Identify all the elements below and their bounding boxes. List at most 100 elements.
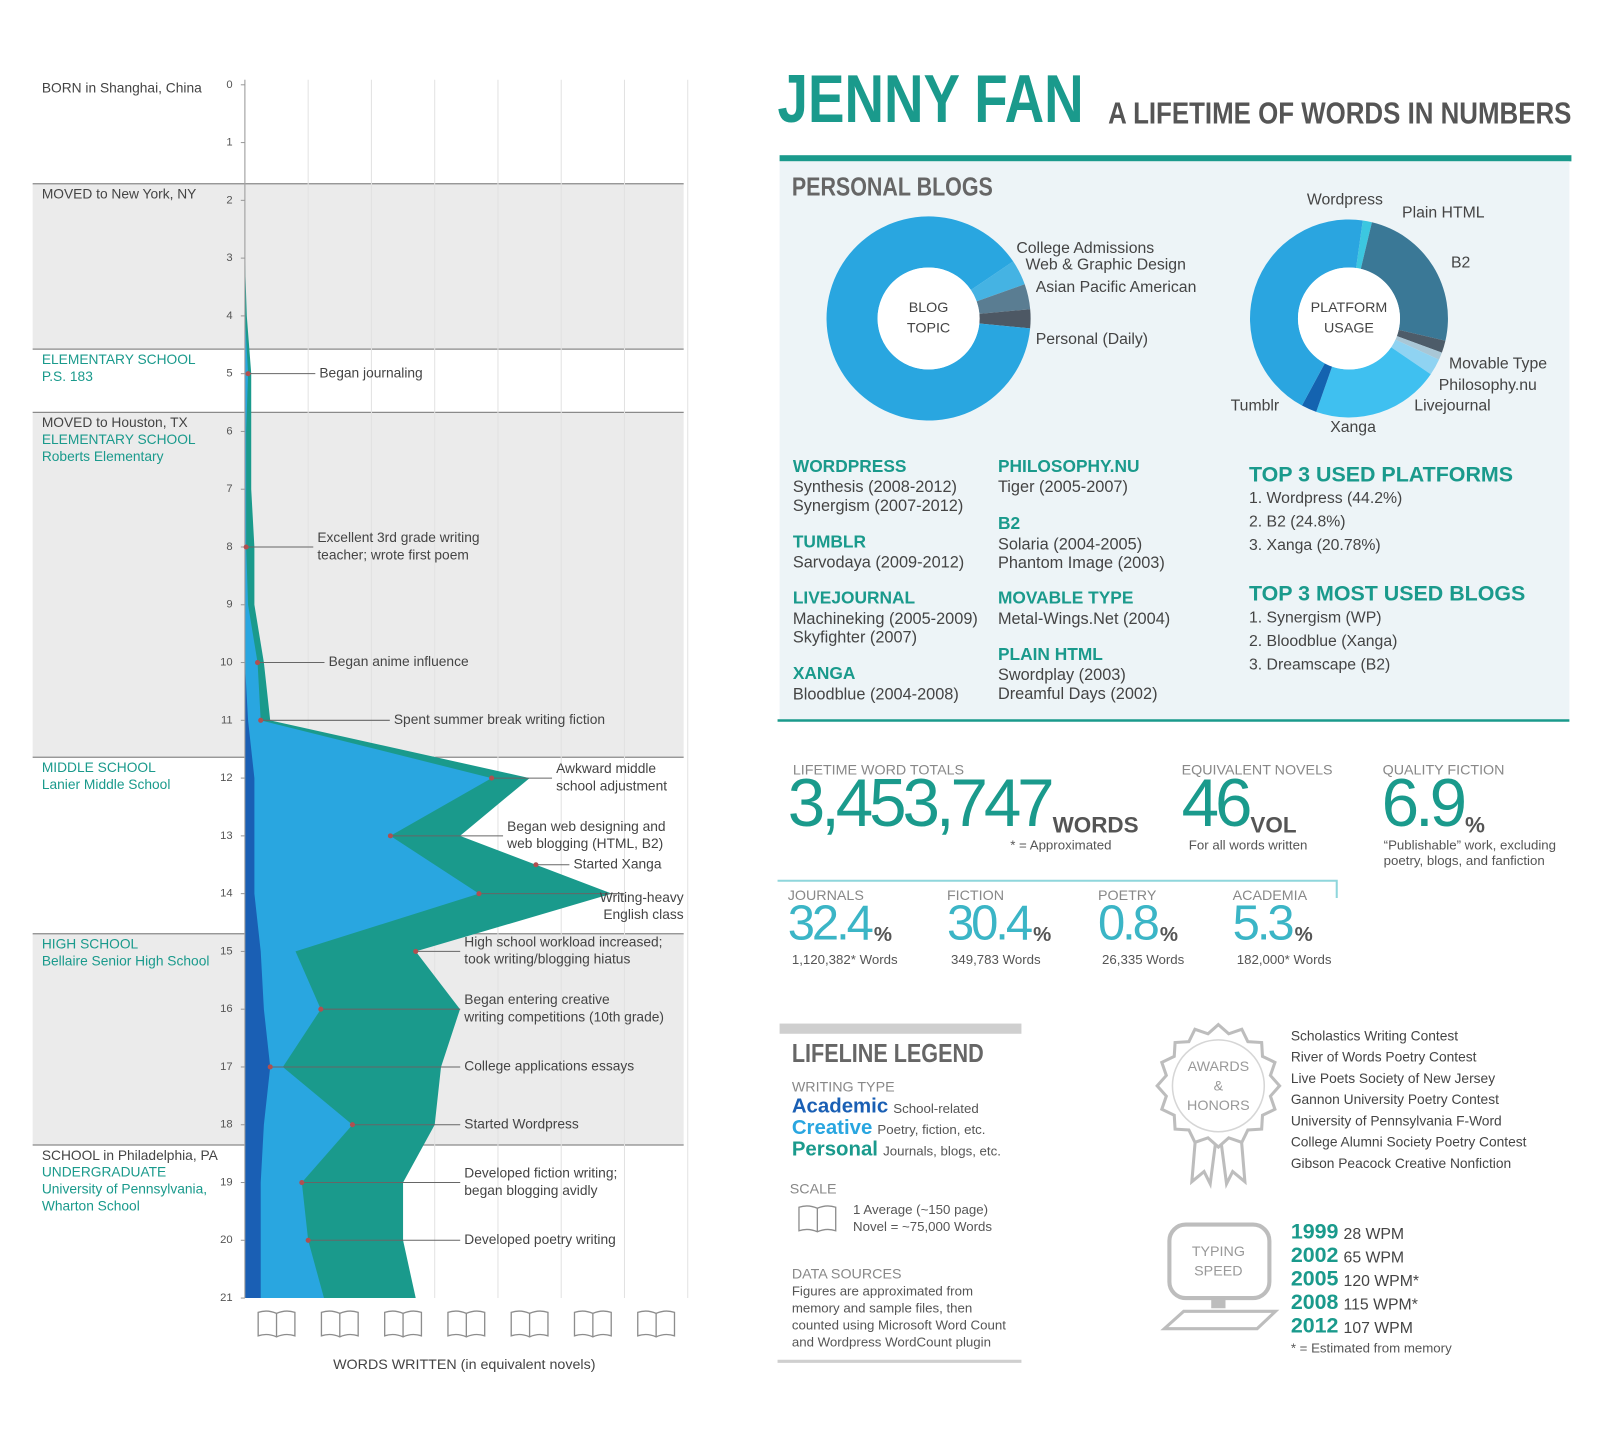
award-badge-text: & bbox=[1214, 1079, 1224, 1095]
leader-dot bbox=[299, 1179, 305, 1186]
typing-year: 1999 bbox=[1291, 1219, 1339, 1243]
annotation: Writing-heavy bbox=[600, 890, 684, 905]
stage-place: SCHOOL in Philadelphia, PA bbox=[42, 1148, 219, 1163]
donut-slice bbox=[1250, 219, 1363, 406]
typing-year: 2008 bbox=[1291, 1290, 1339, 1314]
top-title: TOP 3 MOST USED BLOGS bbox=[1249, 582, 1525, 606]
annotation: Started Xanga bbox=[573, 856, 661, 871]
donut-slice bbox=[826, 216, 1031, 421]
donut-hole bbox=[877, 267, 980, 370]
stage-place: BORN in Shanghai, China bbox=[42, 81, 202, 96]
stat-note: For all words written bbox=[1189, 838, 1308, 853]
donut-center-label: USAGE bbox=[1324, 320, 1374, 336]
donut-label: Asian Pacific American bbox=[1036, 279, 1197, 296]
typing-speed: 65 WPM bbox=[1344, 1249, 1405, 1266]
blog-name: Skyfighter (2007) bbox=[793, 629, 917, 647]
stat-unit: VOL bbox=[1250, 813, 1296, 838]
donut-slice bbox=[976, 284, 1031, 314]
donut-slice bbox=[970, 261, 1025, 302]
donut-label: Plain HTML bbox=[1402, 205, 1485, 222]
annotation: writing competitions (10th grade) bbox=[463, 1010, 664, 1025]
breakdown-value: 0.8 bbox=[1098, 897, 1159, 951]
typing-year: 2005 bbox=[1291, 1266, 1339, 1290]
award-badge-text: HONORS bbox=[1187, 1098, 1250, 1114]
annotation: Began web designing and bbox=[507, 819, 665, 834]
breakdown-label: FICTION bbox=[947, 888, 1004, 904]
blog-name: Sarvodaya (2009-2012) bbox=[793, 554, 964, 572]
breakdown-value: 5.3 bbox=[1233, 897, 1294, 951]
stat-unit: % bbox=[1465, 813, 1485, 838]
blog-platform: MOVABLE TYPE bbox=[998, 588, 1133, 608]
x-axis-label: WORDS WRITTEN (in equivalent novels) bbox=[333, 1357, 595, 1373]
typing-badge-text: TYPING bbox=[1192, 1244, 1245, 1260]
legend-description: Poetry, fiction, etc. bbox=[877, 1122, 985, 1137]
breakdown-words: 1,120,382* Words bbox=[792, 952, 898, 967]
donut-slice bbox=[1356, 220, 1372, 269]
book-icon bbox=[637, 1310, 676, 1338]
stage-school: MIDDLE SCHOOL bbox=[42, 760, 156, 775]
blog-platform: TUMBLR bbox=[793, 532, 867, 552]
stage-school: HIGH SCHOOL bbox=[42, 937, 139, 952]
donut-label: Tumblr bbox=[1231, 397, 1280, 414]
leader-dot bbox=[245, 371, 251, 377]
leader-dot bbox=[489, 775, 495, 781]
typing-speed: 115 WPM* bbox=[1344, 1296, 1418, 1313]
top-item: 1. Synergism (WP) bbox=[1249, 610, 1382, 627]
age-tick-label: 19 bbox=[220, 1176, 232, 1188]
blog-name: Machineking (2005-2009) bbox=[793, 610, 978, 628]
legend-subtitle: WRITING TYPE bbox=[792, 1080, 895, 1096]
blog-name: Dreamful Days (2002) bbox=[998, 685, 1158, 703]
annotation: Excellent 3rd grade writing bbox=[317, 530, 479, 545]
book-icon bbox=[573, 1310, 612, 1338]
annotation: Developed poetry writing bbox=[464, 1232, 616, 1247]
blog-name: Metal-Wings.Net (2004) bbox=[998, 610, 1170, 628]
scale-text: Novel = ~75,000 Words bbox=[853, 1219, 992, 1234]
donut-slice bbox=[1395, 336, 1442, 360]
header-rule bbox=[779, 155, 1572, 162]
scale-text: 1 Average (~150 page) bbox=[853, 1202, 988, 1217]
donut-label: Philosophy.nu bbox=[1439, 377, 1537, 394]
legend-bar bbox=[779, 1023, 1022, 1034]
donut-slice bbox=[1360, 222, 1448, 341]
blog-platform: B2 bbox=[998, 513, 1020, 533]
breakdown-unit: % bbox=[874, 924, 892, 946]
donut-label: Xanga bbox=[1330, 419, 1376, 436]
donut-label: College Admissions bbox=[1016, 240, 1154, 257]
stat-note: * = Approximated bbox=[1010, 838, 1111, 853]
breakdown-value: 30.4 bbox=[947, 897, 1032, 951]
book-icon bbox=[257, 1310, 296, 1338]
donut-slice bbox=[1396, 329, 1446, 353]
blog-platform: XANGA bbox=[793, 663, 856, 683]
donut-center-label: TOPIC bbox=[907, 320, 950, 336]
donut-label: Livejournal bbox=[1414, 397, 1490, 414]
donut-center-label: PLATFORM bbox=[1311, 300, 1388, 316]
blog-name: Phantom Image (2003) bbox=[998, 554, 1165, 572]
typing-speed: 107 WPM bbox=[1344, 1320, 1413, 1337]
stage-school: Lanier Middle School bbox=[42, 777, 171, 792]
top-item: 3. Dreamscape (B2) bbox=[1249, 657, 1390, 674]
stage-school: P.S. 183 bbox=[42, 369, 93, 384]
age-tick-label: 14 bbox=[220, 888, 232, 900]
blog-name: Synthesis (2008-2012) bbox=[793, 478, 957, 496]
scale-title: SCALE bbox=[790, 1182, 837, 1198]
breakdown-value: 32.4 bbox=[788, 897, 873, 951]
stage-school: Bellaire Senior High School bbox=[42, 953, 210, 968]
age-tick-label: 15 bbox=[220, 945, 232, 957]
stage-school: UNDERGRADUATE bbox=[42, 1165, 166, 1180]
breakdown-unit: % bbox=[1295, 924, 1313, 946]
blog-name: Swordplay (2003) bbox=[998, 666, 1126, 684]
leader-dot bbox=[267, 1064, 273, 1070]
age-tick-label: 5 bbox=[226, 368, 232, 380]
stage-place: MOVED to New York, NY bbox=[42, 187, 197, 202]
award-badge-text: AWARDS bbox=[1188, 1059, 1250, 1075]
leader-dot bbox=[387, 833, 393, 839]
breakdown-label: JOURNALS bbox=[788, 888, 864, 904]
donut-label: Web & Graphic Design bbox=[1026, 257, 1186, 274]
breakdown-label: ACADEMIA bbox=[1233, 888, 1308, 904]
top-item: 1. Wordpress (44.2%) bbox=[1249, 490, 1402, 507]
legend-description: Journals, blogs, etc. bbox=[883, 1144, 1001, 1159]
blog-name: Bloodblue (2004-2008) bbox=[793, 685, 959, 703]
stat-value: 6.9 bbox=[1382, 766, 1465, 841]
annotation: Started Wordpress bbox=[464, 1116, 579, 1131]
stage-band bbox=[32, 349, 684, 413]
